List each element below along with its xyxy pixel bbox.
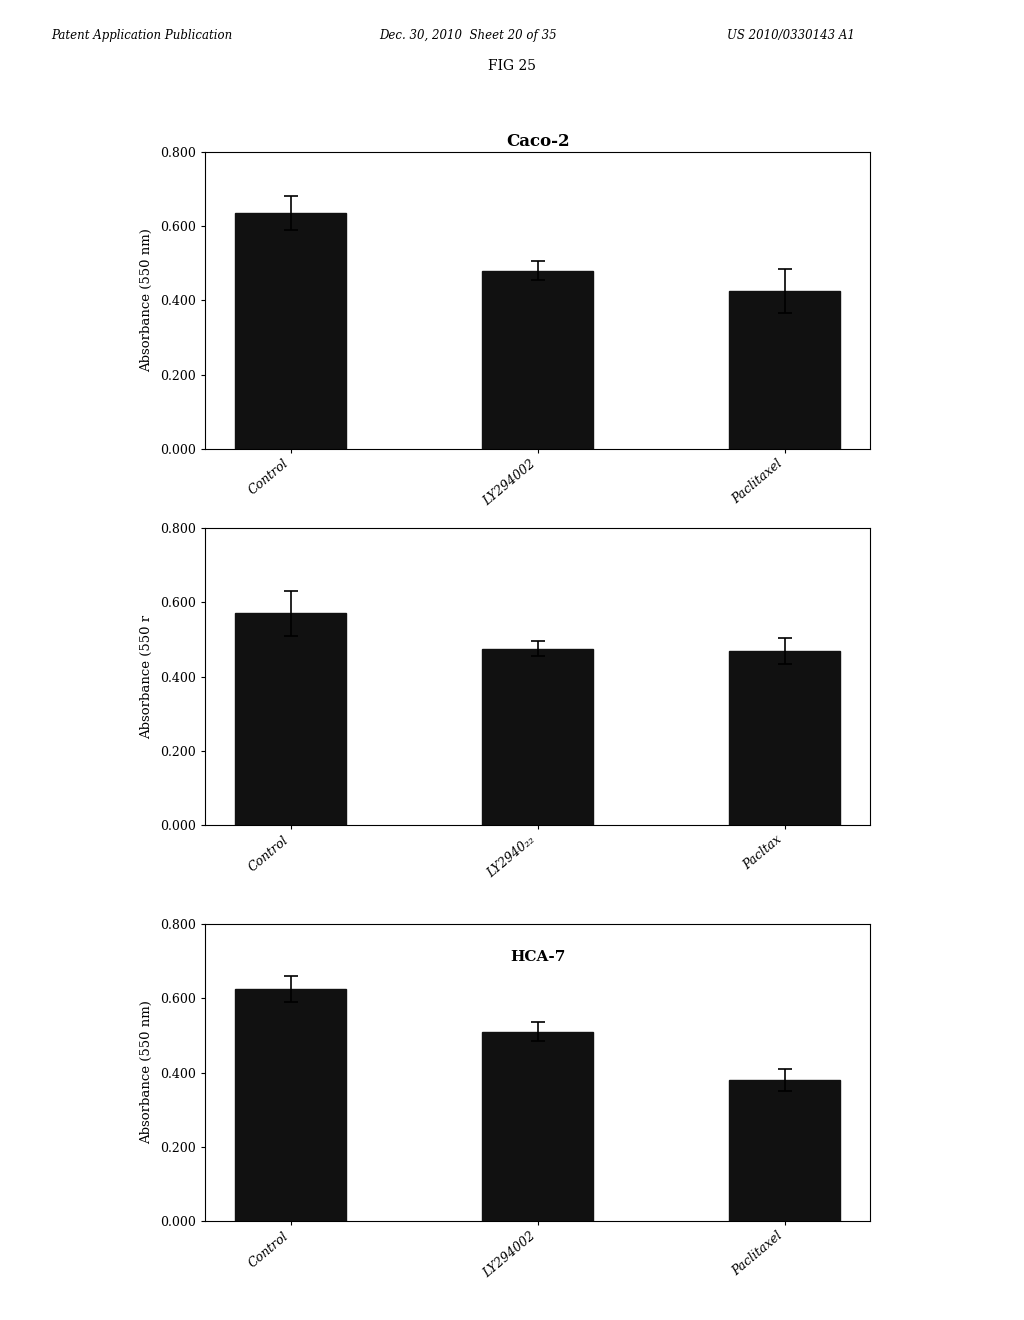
Bar — [236, 213, 346, 449]
Bar — [482, 271, 593, 449]
Text: Patent Application Publication: Patent Application Publication — [51, 29, 232, 42]
Text: FIG 25: FIG 25 — [488, 59, 536, 74]
Bar — [482, 1032, 593, 1221]
Y-axis label: Absorbance (550 r: Absorbance (550 r — [140, 614, 153, 739]
Y-axis label: Absorbance (550 nm): Absorbance (550 nm) — [140, 228, 153, 372]
Bar — [729, 1080, 840, 1221]
Bar — [482, 648, 593, 825]
Title: Caco-2: Caco-2 — [506, 133, 569, 150]
Text: Dec. 30, 2010  Sheet 20 of 35: Dec. 30, 2010 Sheet 20 of 35 — [379, 29, 556, 42]
Bar — [236, 989, 346, 1221]
Text: US 2010/0330143 A1: US 2010/0330143 A1 — [727, 29, 855, 42]
Bar — [729, 651, 840, 825]
Text: HCA-7: HCA-7 — [510, 950, 565, 965]
Bar — [236, 614, 346, 825]
X-axis label: Treatment: Treatment — [494, 549, 582, 564]
Bar — [729, 290, 840, 449]
Y-axis label: Absorbance (550 nm): Absorbance (550 nm) — [140, 1001, 153, 1144]
